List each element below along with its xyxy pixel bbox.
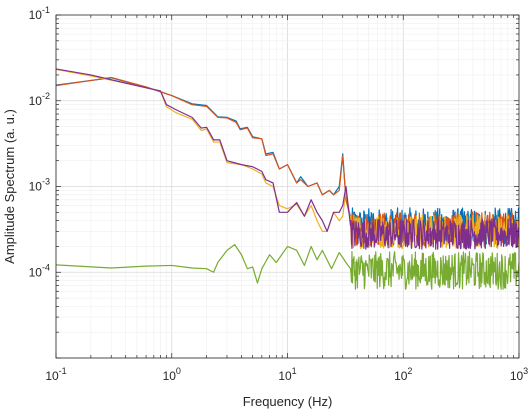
x-tick-layer: 10-1 100 101 102 103 [45, 15, 528, 383]
y-tick-label: 10-2 [29, 91, 50, 108]
x-tick-label: 100 [163, 366, 181, 383]
y-axis-label: Amplitude Spectrum (a. u.) [2, 109, 17, 264]
series-line-4 [56, 68, 519, 250]
x-tick-label: 103 [510, 366, 528, 383]
x-axis-label: Frequency (Hz) [243, 394, 333, 409]
x-tick-label: 102 [394, 366, 412, 383]
series-line-5 [56, 244, 519, 290]
x-tick-label: 101 [278, 366, 296, 383]
y-tick-label: 10-4 [29, 262, 50, 279]
y-tick-label: 10-3 [29, 177, 50, 194]
series-layer [56, 68, 519, 290]
y-tick-layer: 10-1 10-2 10-3 10-4 [29, 5, 519, 359]
grid-layer [55, 15, 519, 359]
y-tick-label: 10-1 [29, 5, 50, 22]
x-tick-label: 10-1 [45, 366, 66, 383]
